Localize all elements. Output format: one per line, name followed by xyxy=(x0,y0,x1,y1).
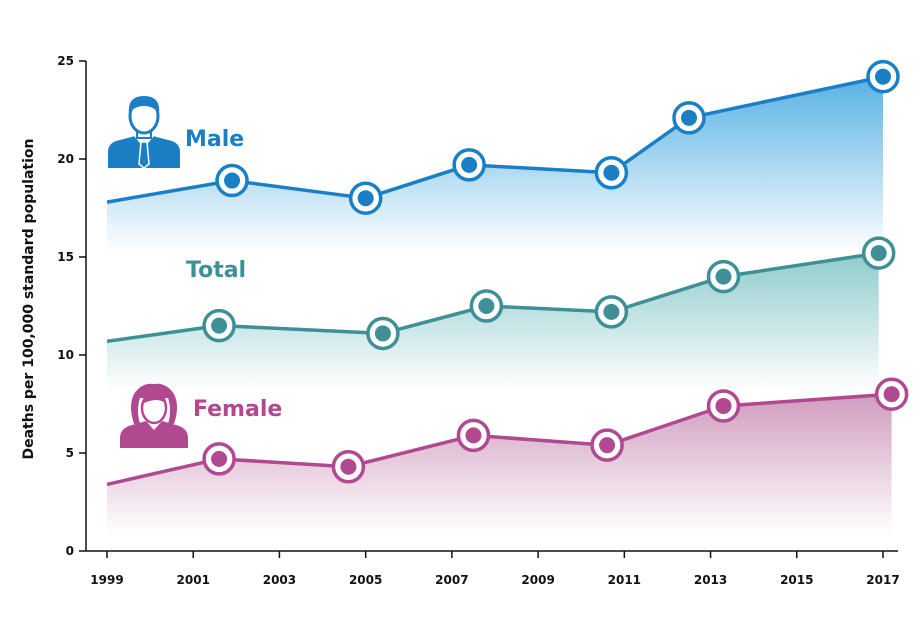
x-tick-label: 2003 xyxy=(263,573,296,587)
data-point-total xyxy=(469,289,504,323)
x-tick-label: 2015 xyxy=(780,573,813,587)
y-tick-label: 5 xyxy=(66,446,74,460)
data-point-total xyxy=(706,259,741,294)
series-label-male: Male xyxy=(185,127,244,152)
data-point-total xyxy=(594,295,629,329)
series-markers xyxy=(202,59,909,484)
y-tick-label: 15 xyxy=(57,250,74,264)
y-tick-label: 25 xyxy=(57,54,74,68)
axes: 1999 2001 2003 2005 2007 2009 2011 2013 2015 2017… xyxy=(57,54,899,587)
data-point-female xyxy=(331,449,366,484)
x-tick-label: 2001 xyxy=(177,573,210,587)
data-point-female xyxy=(590,428,624,462)
y-axis-title: Deaths per 100,000 standard population xyxy=(21,138,37,459)
data-point-male xyxy=(215,163,249,198)
data-point-female xyxy=(202,442,236,476)
x-tick-label: 2017 xyxy=(866,573,899,587)
x-tick-label: 2013 xyxy=(694,573,727,587)
area-fill-female xyxy=(107,394,892,535)
data-point-male xyxy=(594,155,629,190)
data-point-total xyxy=(366,316,400,351)
y-tick-label: 10 xyxy=(57,348,74,362)
data-point-female xyxy=(456,418,491,453)
male-person-icon xyxy=(108,96,180,169)
series-label-total: Total xyxy=(186,258,246,283)
x-tick-label: 2011 xyxy=(608,573,641,587)
x-tick-label: 2009 xyxy=(521,573,554,587)
y-tick-label: 0 xyxy=(66,544,74,558)
y-tick-label: 20 xyxy=(57,152,74,166)
data-point-male xyxy=(348,181,383,215)
data-point-male xyxy=(452,148,486,182)
area-fill-total xyxy=(107,253,879,392)
x-tick-label: 1999 xyxy=(90,573,123,587)
data-point-male xyxy=(672,101,706,135)
x-tick-label: 2005 xyxy=(349,573,382,587)
data-point-female xyxy=(874,377,909,411)
series-label-female: Female xyxy=(193,397,282,422)
x-tick-label: 2007 xyxy=(435,573,468,587)
data-point-total xyxy=(861,236,896,270)
data-point-total xyxy=(202,308,236,343)
female-person-icon xyxy=(120,383,188,448)
data-point-female xyxy=(706,389,741,423)
data-point-male xyxy=(866,59,900,94)
